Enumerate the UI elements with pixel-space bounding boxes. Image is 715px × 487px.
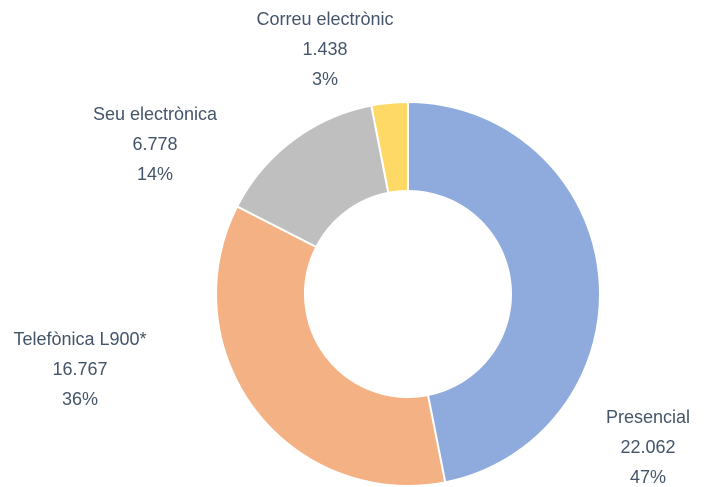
percent-label: 3% [312,69,338,89]
category-label: Telefònica L900* [13,329,146,349]
slice [370,100,409,195]
category-label: Seu electrònica [93,104,218,124]
slice [215,205,447,487]
value-label: 16.767 [52,359,107,379]
percent-label: 47% [630,467,666,487]
value-label: 6.778 [132,134,177,154]
value-label: 1.438 [302,39,347,59]
percent-label: 14% [137,164,173,184]
value-label: 22.062 [620,437,675,457]
category-label: Correu electrònic [256,9,393,29]
category-label: Presencial [606,407,690,427]
percent-label: 36% [62,389,98,409]
slice [407,100,601,484]
